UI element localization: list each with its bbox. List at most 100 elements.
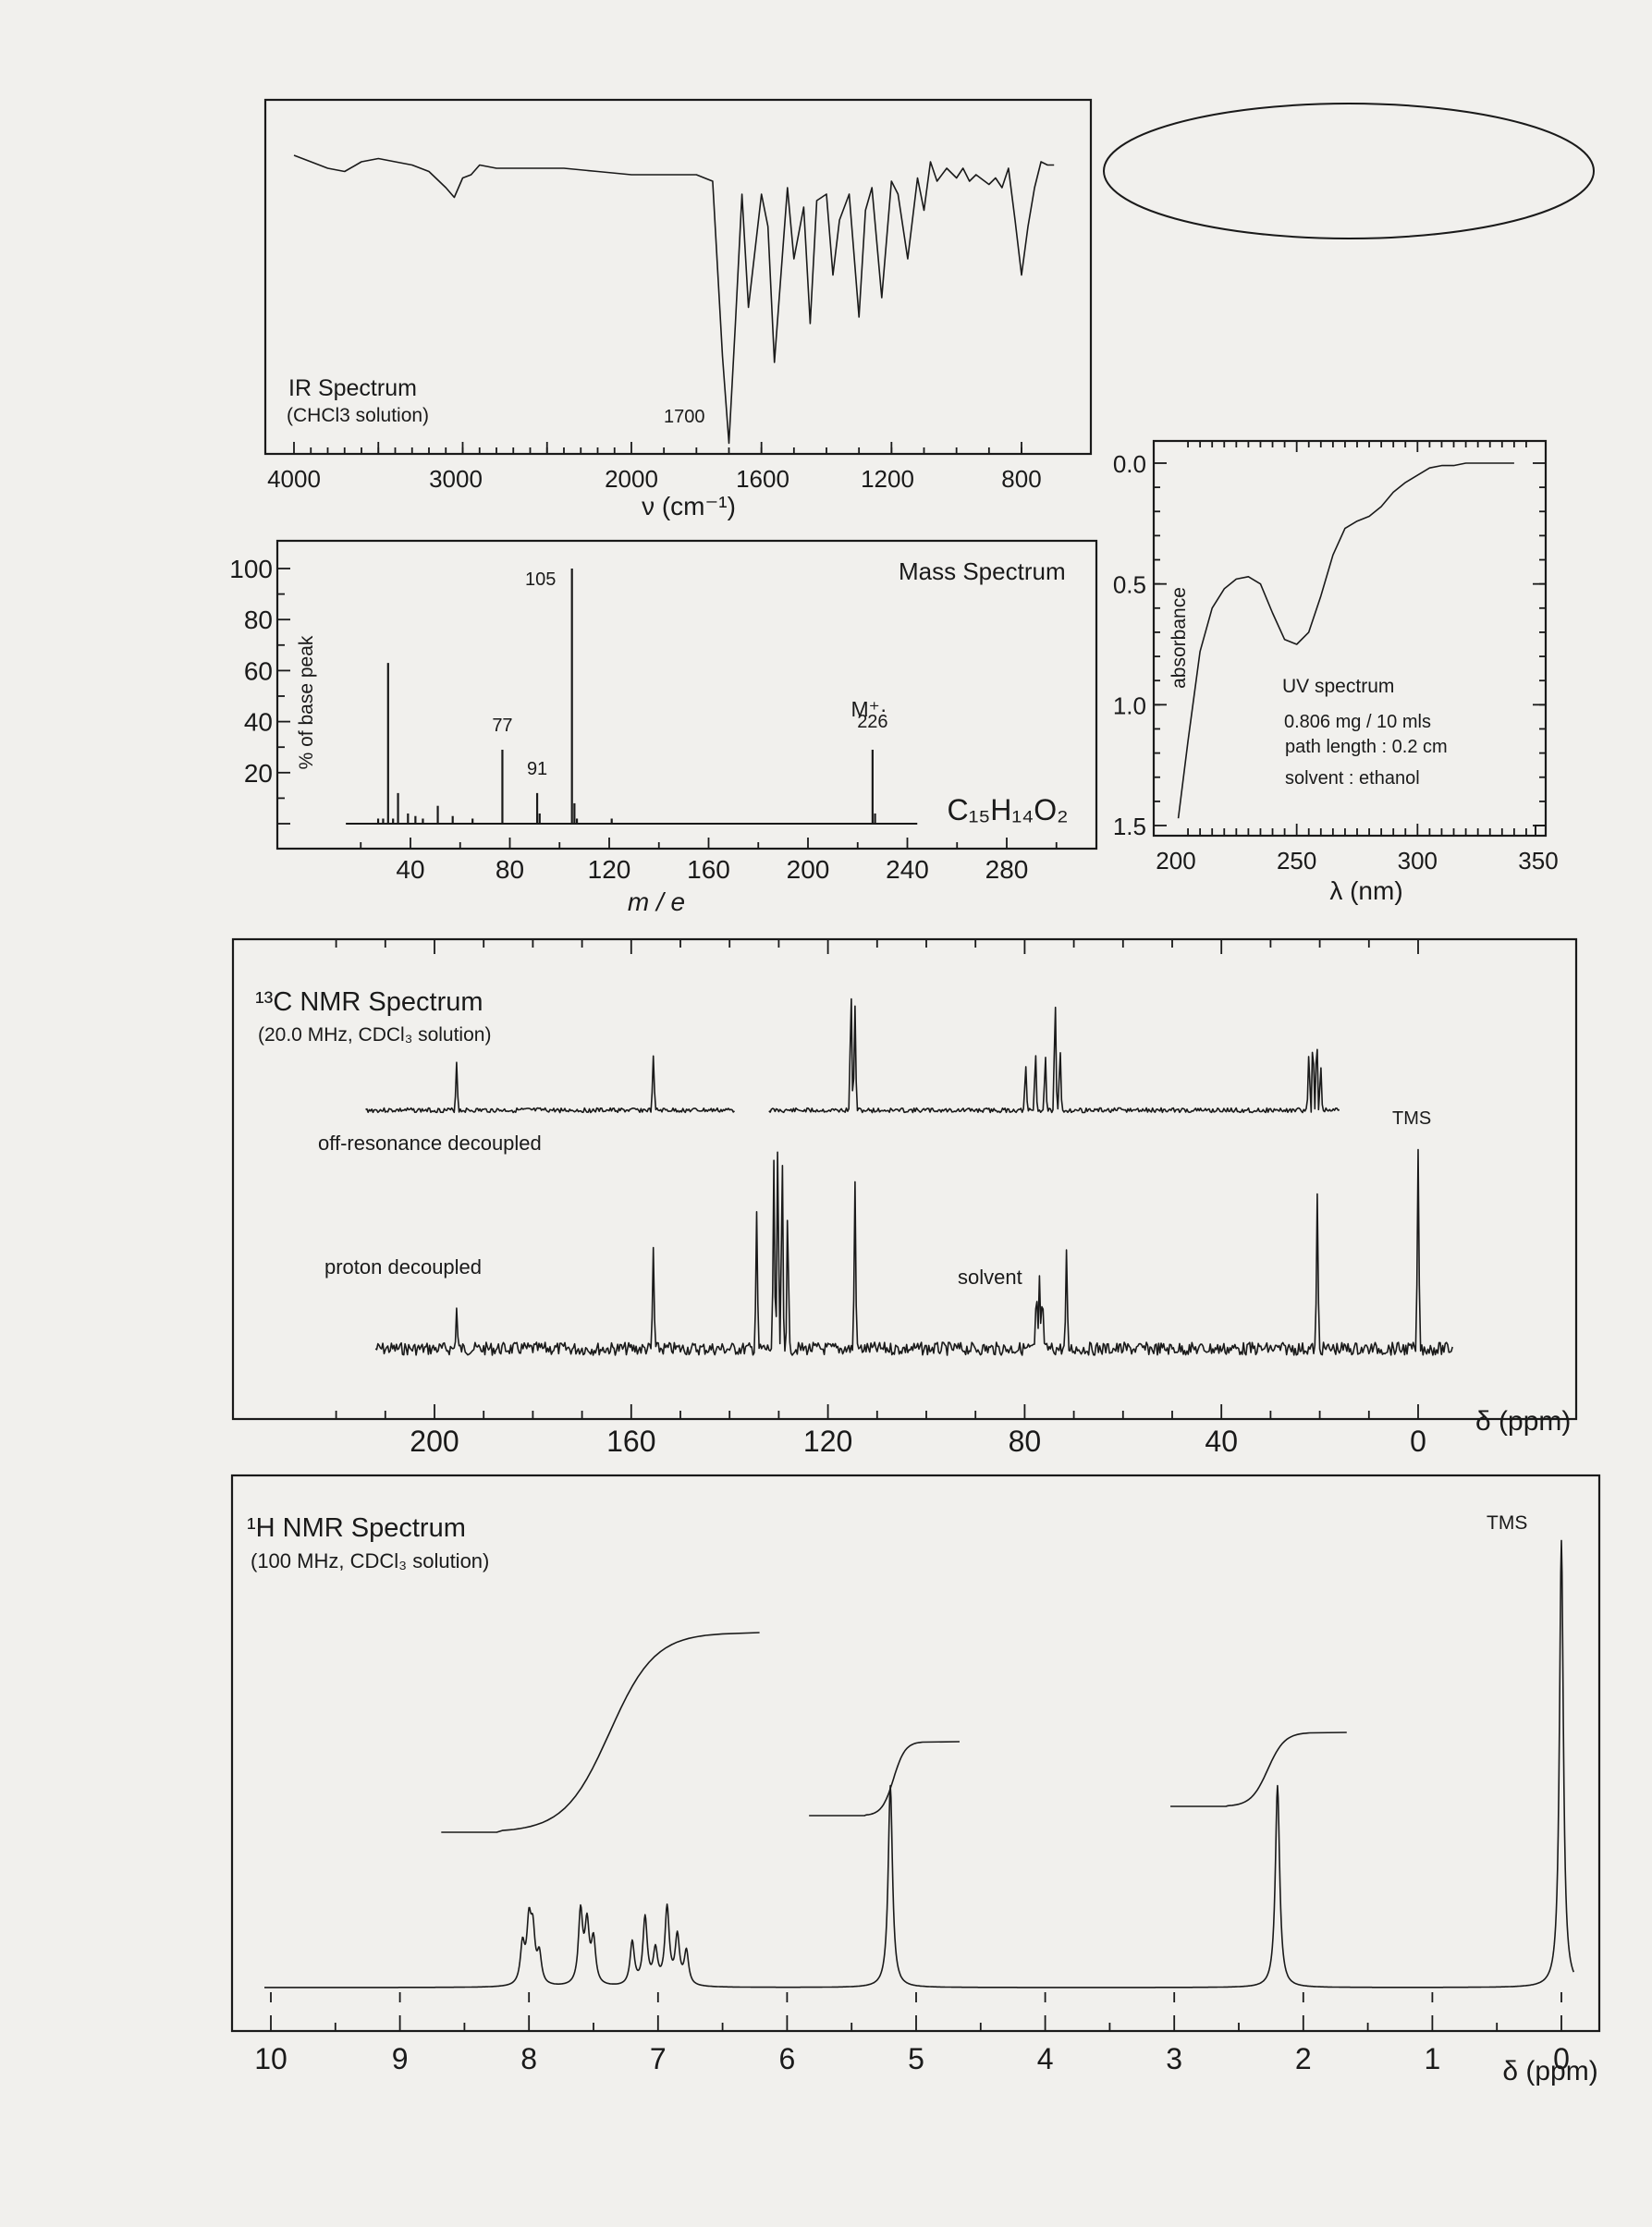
h1-tick-label: 2	[1295, 2042, 1312, 2075]
h1-tick-label: 0	[1553, 2042, 1570, 2075]
ir-trace	[293, 154, 1055, 445]
h1-x-ticks: 10 9 8 7 6 5 4 3 2 1 0	[254, 1992, 1570, 2075]
uv-x-tick-label: 350	[1518, 847, 1558, 875]
mass-x-tick-label: 120	[588, 855, 631, 884]
uv-y-tick-label: 0.5	[1113, 571, 1146, 599]
c13-frame	[231, 937, 1578, 1421]
uv-x-axis-label: λ (nm)	[1329, 876, 1402, 905]
mass-y-tick-label: 40	[244, 708, 273, 737]
c13-proton-decoupled-trace	[374, 1148, 1453, 1356]
c13-tick-label: 80	[1009, 1425, 1042, 1458]
c13-off-resonance-trace-left	[365, 1055, 736, 1114]
ir-x-axis-label: ν (cm⁻¹)	[642, 492, 736, 520]
c13-label-tms: TMS	[1392, 1108, 1431, 1129]
h1-integral-curve	[441, 1632, 760, 1833]
c13-tick-label: 200	[410, 1425, 459, 1458]
drawn-ellipse	[1103, 103, 1595, 239]
mass-y-tick-label: 80	[244, 606, 273, 634]
mass-y-tick-label: 60	[244, 656, 273, 685]
uv-note-solvent: solvent : ethanol	[1285, 768, 1420, 789]
ir-title: IR Spectrum	[288, 375, 417, 401]
h1-tick-label: 10	[254, 2042, 288, 2075]
c13-tick-label: 0	[1410, 1425, 1426, 1458]
uv-trace	[1177, 462, 1514, 819]
h1-tick-label: 3	[1166, 2042, 1182, 2075]
ir-tick-label-2000: 2000	[605, 465, 658, 493]
mass-x-tick-label: 240	[886, 855, 929, 884]
c13-tick-label: 120	[803, 1425, 852, 1458]
uv-y-axis-label: absorbance	[1169, 587, 1190, 689]
uv-y-tick-label: 1.5	[1113, 813, 1146, 840]
ir-tick-label-3000: 3000	[429, 465, 483, 493]
h1-tick-label: 4	[1037, 2042, 1054, 2075]
mass-x-tick-label: 280	[985, 855, 1029, 884]
c13-tick-label: 160	[606, 1425, 655, 1458]
mass-peaks	[376, 569, 876, 824]
mass-molecular-ion-label: M⁺·	[851, 697, 887, 721]
mass-peak-labels: 77 91 105 226	[492, 569, 887, 779]
mass-title: Mass Spectrum	[899, 557, 1066, 585]
mass-peak-label: 105	[525, 569, 556, 590]
h1-x-axis-label: δ (ppm)	[1502, 2056, 1597, 2086]
mass-frame	[275, 539, 1098, 850]
h1-integrals	[441, 1632, 1347, 1833]
h1-integral-curve	[1170, 1731, 1347, 1807]
ir-subtitle: (CHCl3 solution)	[287, 405, 429, 426]
h1-subtitle: (100 MHz, CDCl₃ solution)	[251, 1549, 489, 1572]
c13-label-proton-decoupled: proton decoupled	[324, 1255, 482, 1279]
uv-y-tick-label: 1.0	[1113, 691, 1146, 719]
ir-annotation-1700: 1700	[664, 407, 705, 427]
c13-title: ¹³C NMR Spectrum	[255, 987, 483, 1017]
ir-tick-label-1200: 1200	[861, 465, 914, 493]
h1-tick-label: 9	[392, 2042, 409, 2075]
h1-tick-label: 5	[908, 2042, 924, 2075]
h1-label-tms: TMS	[1487, 1512, 1527, 1534]
mass-formula: C₁₅H₁₄O₂	[947, 793, 1068, 826]
uv-x-tick-label: 200	[1156, 847, 1195, 875]
mass-peak-label: 77	[492, 716, 512, 736]
h1-tick-label: 1	[1425, 2042, 1441, 2075]
h1-nmr-panel: 10 9 8 7 6 5 4 3 2 1 0 ¹H NMR Spectrum (100 MHz, C…	[230, 1474, 1601, 2086]
c13-x-axis-label: δ (ppm)	[1475, 1406, 1571, 1437]
uv-y-tick-label: 0.0	[1113, 450, 1146, 478]
mass-peak-label: 226	[857, 712, 887, 732]
uv-spectrum-panel: 0.0 0.5 1.0 1.5 200 250 300 350 absorbance UV s…	[1113, 439, 1559, 905]
h1-tick-label: 8	[520, 2042, 537, 2075]
h1-tick-label: 7	[650, 2042, 667, 2075]
c13-label-off-resonance: off-resonance decoupled	[318, 1132, 542, 1155]
ir-x-ticks	[293, 442, 1022, 454]
mass-y-tick-label: 20	[244, 759, 273, 788]
ir-spectrum-panel: IR Spectrum (CHCl3 solution) 1700 4000 3…	[263, 98, 1093, 520]
uv-title: UV spectrum	[1282, 676, 1394, 697]
mass-x-tick-label: 160	[687, 855, 730, 884]
uv-axes: 0.0 0.5 1.0 1.5 200 250 300 350	[1113, 441, 1559, 875]
c13-x-ticks: 200 160 120 80 40 0	[335, 939, 1426, 1458]
h1-tick-label: 6	[779, 2042, 796, 2075]
mass-y-tick-label: 100	[229, 555, 273, 583]
ir-tick-label-1600: 1600	[736, 465, 789, 493]
mass-y-axis-label: % of base peak	[296, 635, 317, 769]
h1-title: ¹H NMR Spectrum	[247, 1513, 466, 1543]
mass-x-tick-label: 200	[787, 855, 830, 884]
mass-spectrum-panel: 20 40 60 80 100 40 80 120 160 200 240 280 77 91 105 22…	[229, 539, 1098, 916]
uv-note-concentration: 0.806 mg / 10 mls	[1284, 712, 1431, 732]
mass-x-axis-label: m / e	[628, 887, 685, 916]
c13-subtitle: (20.0 MHz, CDCl₃ solution)	[258, 1024, 491, 1046]
mass-x-tick-label: 80	[496, 855, 524, 884]
uv-x-tick-label: 250	[1277, 847, 1316, 875]
uv-frame	[1152, 439, 1548, 838]
uv-x-tick-label: 300	[1398, 847, 1438, 875]
c13-tick-label: 40	[1205, 1425, 1238, 1458]
mass-x-tick-label: 40	[396, 855, 424, 884]
mass-axes: 20 40 60 80 100 40 80 120 160 200 240 280	[229, 555, 1058, 884]
c13-off-resonance-trace-right	[768, 997, 1340, 1114]
h1-trace	[263, 1539, 1575, 1988]
ir-frame	[263, 98, 1093, 456]
uv-corner-mark	[1535, 825, 1547, 837]
c13-label-solvent: solvent	[958, 1266, 1022, 1289]
mass-peak-label: 91	[527, 759, 547, 779]
c13-nmr-panel: 200 160 120 80 40 0 ¹³C NMR Spectrum (20.0 MH…	[231, 937, 1578, 1458]
h1-integral-curve	[809, 1741, 960, 1817]
ir-tick-label-4000: 4000	[267, 465, 321, 493]
ir-tick-label-800: 800	[1001, 465, 1041, 493]
